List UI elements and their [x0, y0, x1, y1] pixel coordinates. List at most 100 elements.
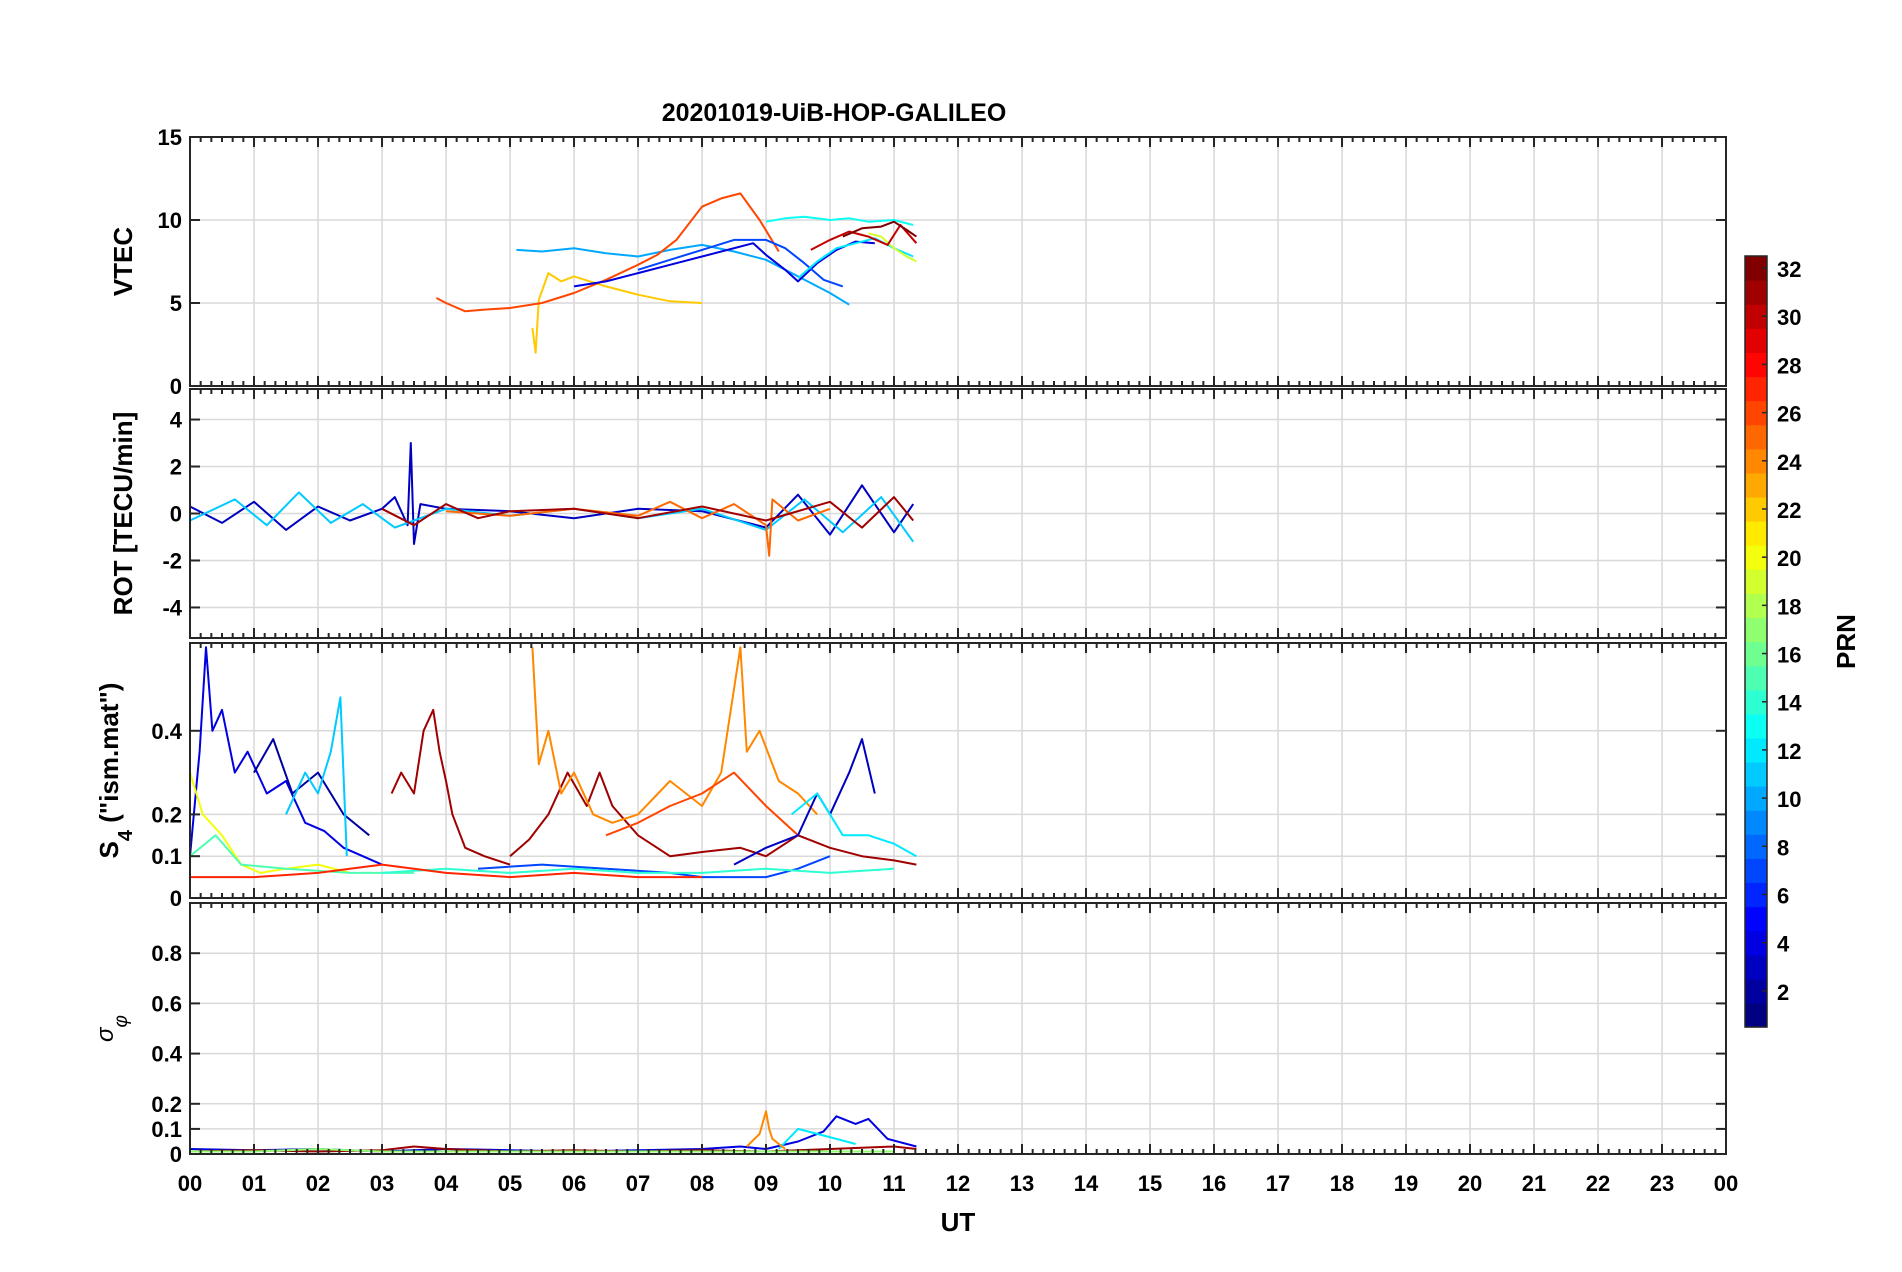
y-tick-label: 15 — [158, 125, 182, 150]
colorbar-segment — [1745, 569, 1767, 594]
colorbar-tick-label: 32 — [1777, 257, 1801, 282]
series-line-prn-27 — [190, 863, 702, 879]
y-tick-label: 0.2 — [151, 1092, 182, 1117]
colorbar-segment — [1745, 376, 1767, 402]
colorbar-tick-label: 14 — [1777, 691, 1802, 716]
x-tick-label: 12 — [946, 1171, 970, 1196]
colorbar-tick-label: 20 — [1777, 546, 1801, 571]
y-axis-label: σφ — [92, 1015, 132, 1042]
series-line-prn-13 — [765, 215, 914, 226]
series-line-prn-14 — [381, 867, 895, 874]
colorbar-segment — [1745, 304, 1767, 329]
series-line-prn-12 — [778, 1127, 856, 1150]
series-line-prn-15 — [189, 834, 414, 874]
series-line-prn-31 — [509, 771, 917, 866]
colorbar-tick-label: 30 — [1777, 305, 1801, 330]
y-tick-label: 0.8 — [151, 941, 182, 966]
panel-sigma-phi: 00.10.2 0.4 0.6 0.8 σφ — [92, 902, 1727, 1167]
colorbar-tick-label: 12 — [1777, 739, 1801, 764]
series-line-prn-31 — [390, 708, 511, 866]
y-tick-label: 10 — [158, 208, 182, 233]
x-axis-label: UT — [941, 1207, 976, 1237]
series-line-prn-24 — [746, 1110, 786, 1150]
series-line-prn-31 — [381, 496, 914, 529]
colorbar-tick-label: 6 — [1777, 883, 1789, 908]
series-line-prn-2 — [253, 738, 370, 837]
colorbar-segment — [1745, 761, 1767, 787]
x-tick-label: 00 — [1714, 1171, 1738, 1196]
x-tick-label: 03 — [370, 1171, 394, 1196]
y-tick-label: 0.4 — [151, 1042, 182, 1067]
x-tick-label: 10 — [818, 1171, 842, 1196]
colorbar-segment — [1745, 256, 1767, 281]
x-tick-label: 20 — [1458, 1171, 1482, 1196]
colorbar-segment — [1745, 810, 1767, 835]
x-tick-label: 13 — [1010, 1171, 1034, 1196]
colorbar-segment — [1745, 496, 1767, 522]
panel-rot: -4 -2 0 2 4 ROT [TECU/min] — [108, 388, 1727, 639]
y-axis-label-main: σ — [92, 1026, 119, 1042]
colorbar-segment — [1745, 665, 1767, 691]
series-line-prn-4 — [189, 1115, 917, 1153]
colorbar-segment — [1745, 328, 1767, 353]
x-tick-label: 17 — [1266, 1171, 1290, 1196]
y-tick-label: 0 — [170, 1142, 182, 1167]
panel-s4: 0 0.1 0.2 0.4 S4 ("ism.mat") — [94, 642, 1727, 911]
colorbar-segment — [1745, 593, 1767, 619]
colorbar-segment — [1745, 424, 1767, 450]
series-line-prn-7 — [477, 855, 831, 879]
colorbar-tick-label: 16 — [1777, 643, 1801, 668]
y-tick-label: 0.1 — [151, 1117, 182, 1142]
colorbar-tick-label: 10 — [1777, 787, 1801, 812]
series-line-prn-4 — [189, 646, 383, 866]
series-line-prn-22 — [531, 272, 703, 354]
x-tick-label: 07 — [626, 1171, 650, 1196]
colorbar-segment — [1745, 834, 1767, 859]
x-tick-label: 15 — [1138, 1171, 1162, 1196]
series-line-prn-12 — [790, 792, 917, 858]
y-axis-label-main: S — [94, 841, 124, 858]
colorbar-segment — [1745, 882, 1767, 908]
colorbar-tick-label: 22 — [1777, 498, 1801, 523]
x-tick-label: 21 — [1522, 1171, 1546, 1196]
colorbar-segment — [1745, 954, 1767, 980]
colorbar-tick-label: 8 — [1777, 835, 1789, 860]
y-tick-label: 0.1 — [151, 844, 182, 869]
colorbar-tick-label: 28 — [1777, 353, 1801, 378]
colorbar-segment — [1745, 858, 1767, 884]
series-line-prn-7 — [637, 238, 844, 288]
x-tick-label: 23 — [1650, 1171, 1674, 1196]
x-tick-label: 18 — [1330, 1171, 1354, 1196]
x-tick-label: 06 — [562, 1171, 586, 1196]
colorbar-segment — [1745, 545, 1767, 570]
x-tick-label: 00 — [178, 1171, 202, 1196]
x-tick-label: 11 — [882, 1171, 905, 1196]
colorbar-label: PRN — [1831, 614, 1861, 669]
series-line-prn-24 — [531, 646, 818, 824]
colorbar-segment — [1745, 713, 1767, 739]
colorbar-segment — [1745, 689, 1767, 715]
colorbar-segment — [1745, 617, 1767, 643]
x-tick-label: 01 — [242, 1171, 266, 1196]
series-line-prn-26 — [435, 192, 780, 313]
x-tick-label: 05 — [498, 1171, 522, 1196]
x-tick-label: 19 — [1394, 1171, 1418, 1196]
y-tick-label: 0.2 — [151, 802, 182, 827]
y-axis-label-sub: 4 — [115, 829, 137, 841]
x-tick-label: 09 — [754, 1171, 778, 1196]
y-tick-label: 0 — [170, 502, 182, 527]
figure-title: 20201019-UiB-HOP-GALILEO — [662, 99, 1007, 127]
x-tick-label: 14 — [1074, 1171, 1099, 1196]
colorbar-segment — [1745, 641, 1767, 667]
colorbar-tick-label: 2 — [1777, 980, 1789, 1005]
colorbar-segment — [1745, 930, 1767, 956]
y-tick-label: 0 — [170, 374, 182, 399]
colorbar-segment — [1745, 1002, 1767, 1028]
series-line-prn-11 — [285, 696, 348, 857]
colorbar-tick-label: 24 — [1777, 450, 1802, 475]
y-tick-label: -4 — [162, 595, 182, 620]
y-tick-label: -2 — [162, 548, 182, 573]
y-tick-label: 0 — [170, 886, 182, 911]
x-tick-label: 08 — [690, 1171, 714, 1196]
